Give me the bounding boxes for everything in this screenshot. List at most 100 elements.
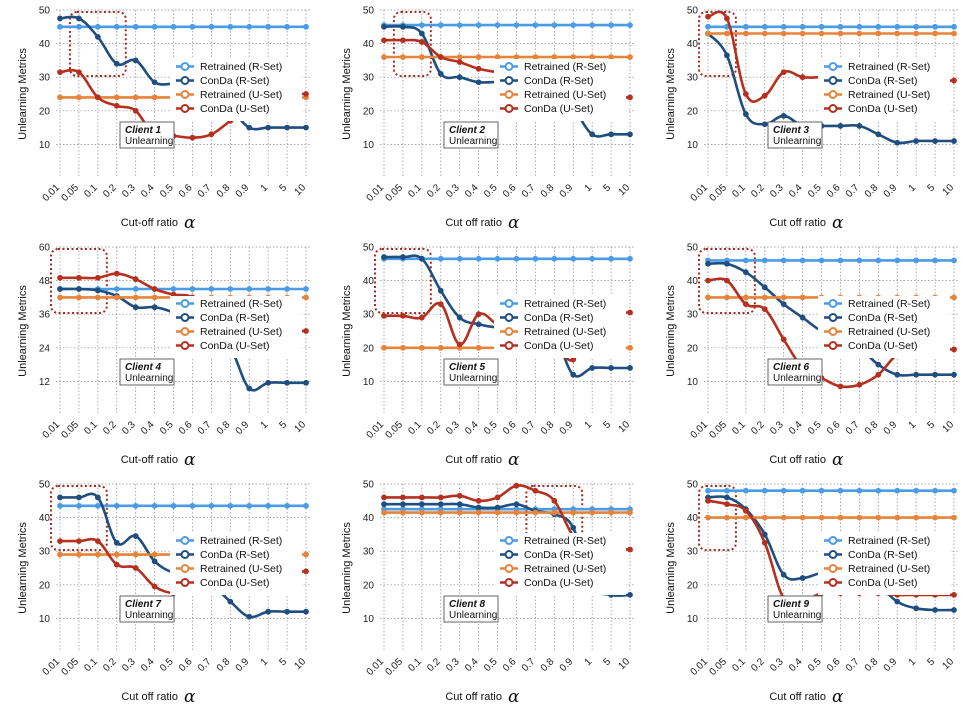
legend-background	[494, 296, 626, 358]
data-point	[532, 509, 539, 516]
data-point	[132, 551, 139, 558]
data-point	[94, 94, 101, 101]
x-tick-label: 0.7	[844, 182, 862, 200]
legend-marker	[180, 313, 190, 322]
highlight-box	[525, 485, 584, 551]
legend-label: ConDa (R-Set)	[524, 312, 593, 324]
data-point	[951, 23, 957, 30]
data-point	[894, 371, 901, 378]
x-tick-label: 0.8	[215, 182, 233, 200]
x-tick-label: 0.05	[59, 182, 81, 204]
chart-panel-7: 10 20 30 40 50 0.01 0.05 0.1 0.2 0.3 0.4 0.5 0.6 0.7 0…	[0, 474, 324, 711]
data-point	[303, 91, 309, 97]
data-point	[894, 23, 901, 30]
data-point	[742, 257, 749, 264]
data-point	[265, 502, 272, 509]
y-tick-label: 20	[39, 106, 51, 117]
legend-label: Retrained (U-Set)	[848, 89, 930, 101]
x-axis-title: Cut-off ratio	[121, 217, 178, 229]
data-point	[303, 286, 309, 292]
data-point	[856, 30, 863, 37]
data-point	[151, 558, 158, 565]
data-point	[551, 54, 558, 60]
data-point	[856, 381, 863, 388]
x-tick-label: 0.2	[101, 656, 119, 674]
annotation-box	[119, 121, 175, 149]
data-point	[837, 123, 844, 129]
x-tick-label: 10	[616, 419, 632, 435]
y-tick-label: 40	[39, 39, 51, 50]
data-point	[132, 304, 139, 311]
data-point	[76, 23, 82, 30]
legend-marker	[828, 550, 838, 559]
data-point	[456, 59, 463, 65]
data-point	[418, 501, 425, 508]
x-tick-label: 0.7	[196, 656, 214, 674]
data-point	[303, 551, 309, 558]
data-point	[724, 52, 730, 59]
data-point	[589, 54, 596, 60]
data-point	[265, 286, 272, 292]
data-point	[705, 13, 711, 20]
x-tick-label: 0.8	[215, 419, 233, 437]
legend-label: Retrained (U-Set)	[848, 326, 930, 338]
data-point	[57, 494, 63, 501]
highlight-box	[392, 11, 432, 77]
data-point	[951, 346, 957, 353]
data-point	[799, 514, 806, 521]
data-point	[570, 371, 577, 378]
data-point	[856, 514, 863, 521]
data-point	[456, 501, 463, 508]
data-point	[113, 60, 120, 67]
data-point	[932, 23, 938, 30]
data-point	[799, 294, 806, 301]
data-point	[94, 538, 101, 545]
annotation-subtitle: Unlearning	[773, 373, 821, 384]
annotation-title: Client 1	[125, 125, 162, 136]
legend-label: ConDa (R-Set)	[848, 75, 917, 87]
data-point	[742, 111, 749, 118]
data-point	[76, 286, 82, 292]
data-point	[932, 138, 938, 144]
annotation-box	[443, 358, 499, 386]
data-point	[418, 39, 425, 45]
annotation-subtitle: Unlearning	[125, 136, 173, 147]
legend-marker	[504, 90, 514, 99]
x-tick-label: 0.2	[749, 419, 767, 437]
data-point	[418, 509, 425, 516]
x-tick-label: 10	[940, 182, 956, 198]
x-tick-label: 0.01	[41, 656, 63, 678]
x-tick-label: 1	[583, 419, 595, 431]
x-tick-label: 0.2	[749, 182, 767, 200]
data-point	[513, 501, 520, 508]
data-point	[284, 379, 290, 386]
legend-marker	[180, 578, 190, 587]
data-point	[151, 286, 158, 292]
annotation-subtitle: Unlearning	[449, 610, 497, 621]
x-tick-label: 1	[259, 419, 271, 431]
data-point	[132, 502, 139, 509]
y-tick-label: 60	[39, 243, 51, 254]
legend-background	[170, 296, 302, 358]
data-point	[742, 294, 749, 301]
data-point	[437, 344, 444, 351]
y-tick-label: 10	[39, 614, 51, 625]
data-point	[589, 131, 596, 138]
x-axis-symbol: α	[184, 213, 196, 233]
y-axis-title: Unlearning Metrics	[17, 522, 29, 614]
legend-label: ConDa (U-Set)	[848, 340, 917, 352]
legend-label: Retrained (U-Set)	[524, 89, 606, 101]
x-tick-label: 0.8	[539, 182, 557, 200]
data-point	[94, 274, 101, 281]
data-point	[761, 487, 768, 494]
legend-label: ConDa (U-Set)	[200, 103, 269, 115]
data-point	[208, 502, 215, 509]
data-point	[932, 607, 938, 613]
legend-marker	[828, 327, 838, 336]
legend-marker	[504, 62, 514, 71]
legend-label: Retrained (R-Set)	[848, 298, 930, 310]
data-point	[151, 79, 158, 86]
data-point	[113, 561, 120, 568]
y-axis-title: Unlearning Metrics	[665, 522, 677, 614]
